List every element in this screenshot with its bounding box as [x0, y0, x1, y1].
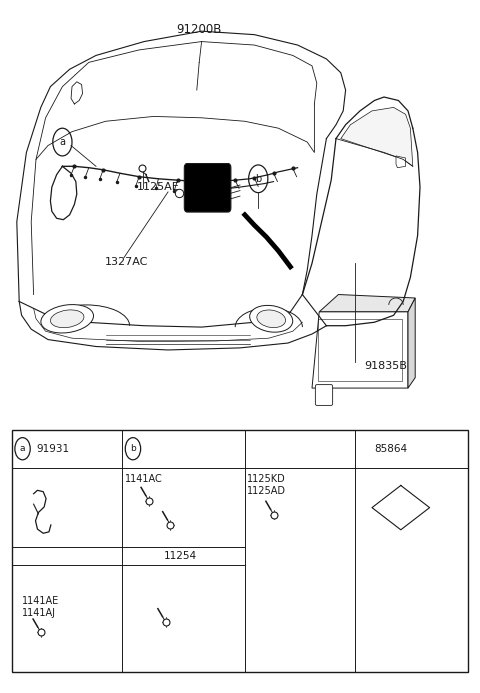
Text: 91200B: 91200B: [177, 23, 222, 36]
Polygon shape: [341, 107, 413, 166]
Polygon shape: [312, 312, 408, 388]
Text: e: e: [177, 190, 180, 195]
Bar: [318, 319, 402, 381]
Text: b: b: [255, 174, 262, 184]
Ellipse shape: [50, 310, 84, 328]
Text: 1125AE: 1125AE: [137, 182, 180, 192]
FancyBboxPatch shape: [184, 164, 231, 212]
Ellipse shape: [250, 306, 293, 332]
Text: 1125KD: 1125KD: [247, 474, 286, 484]
Text: a: a: [60, 137, 65, 147]
Text: 1125AD: 1125AD: [247, 486, 286, 496]
Text: 1141AE: 1141AE: [22, 596, 59, 606]
Ellipse shape: [41, 305, 94, 333]
Bar: [12, 430, 468, 672]
Polygon shape: [319, 295, 415, 312]
Text: 91931: 91931: [36, 444, 70, 454]
Text: a: a: [20, 444, 25, 453]
FancyBboxPatch shape: [315, 385, 333, 405]
Text: 91835B: 91835B: [364, 361, 407, 371]
Text: b: b: [130, 444, 136, 453]
Text: 11254: 11254: [163, 551, 197, 561]
Polygon shape: [396, 156, 406, 168]
Text: 1141AJ: 1141AJ: [22, 608, 56, 618]
Text: 85864: 85864: [374, 444, 408, 454]
Polygon shape: [408, 298, 415, 388]
Ellipse shape: [257, 310, 286, 328]
Text: 1141AC: 1141AC: [125, 474, 163, 484]
Text: 1327AC: 1327AC: [105, 257, 148, 267]
